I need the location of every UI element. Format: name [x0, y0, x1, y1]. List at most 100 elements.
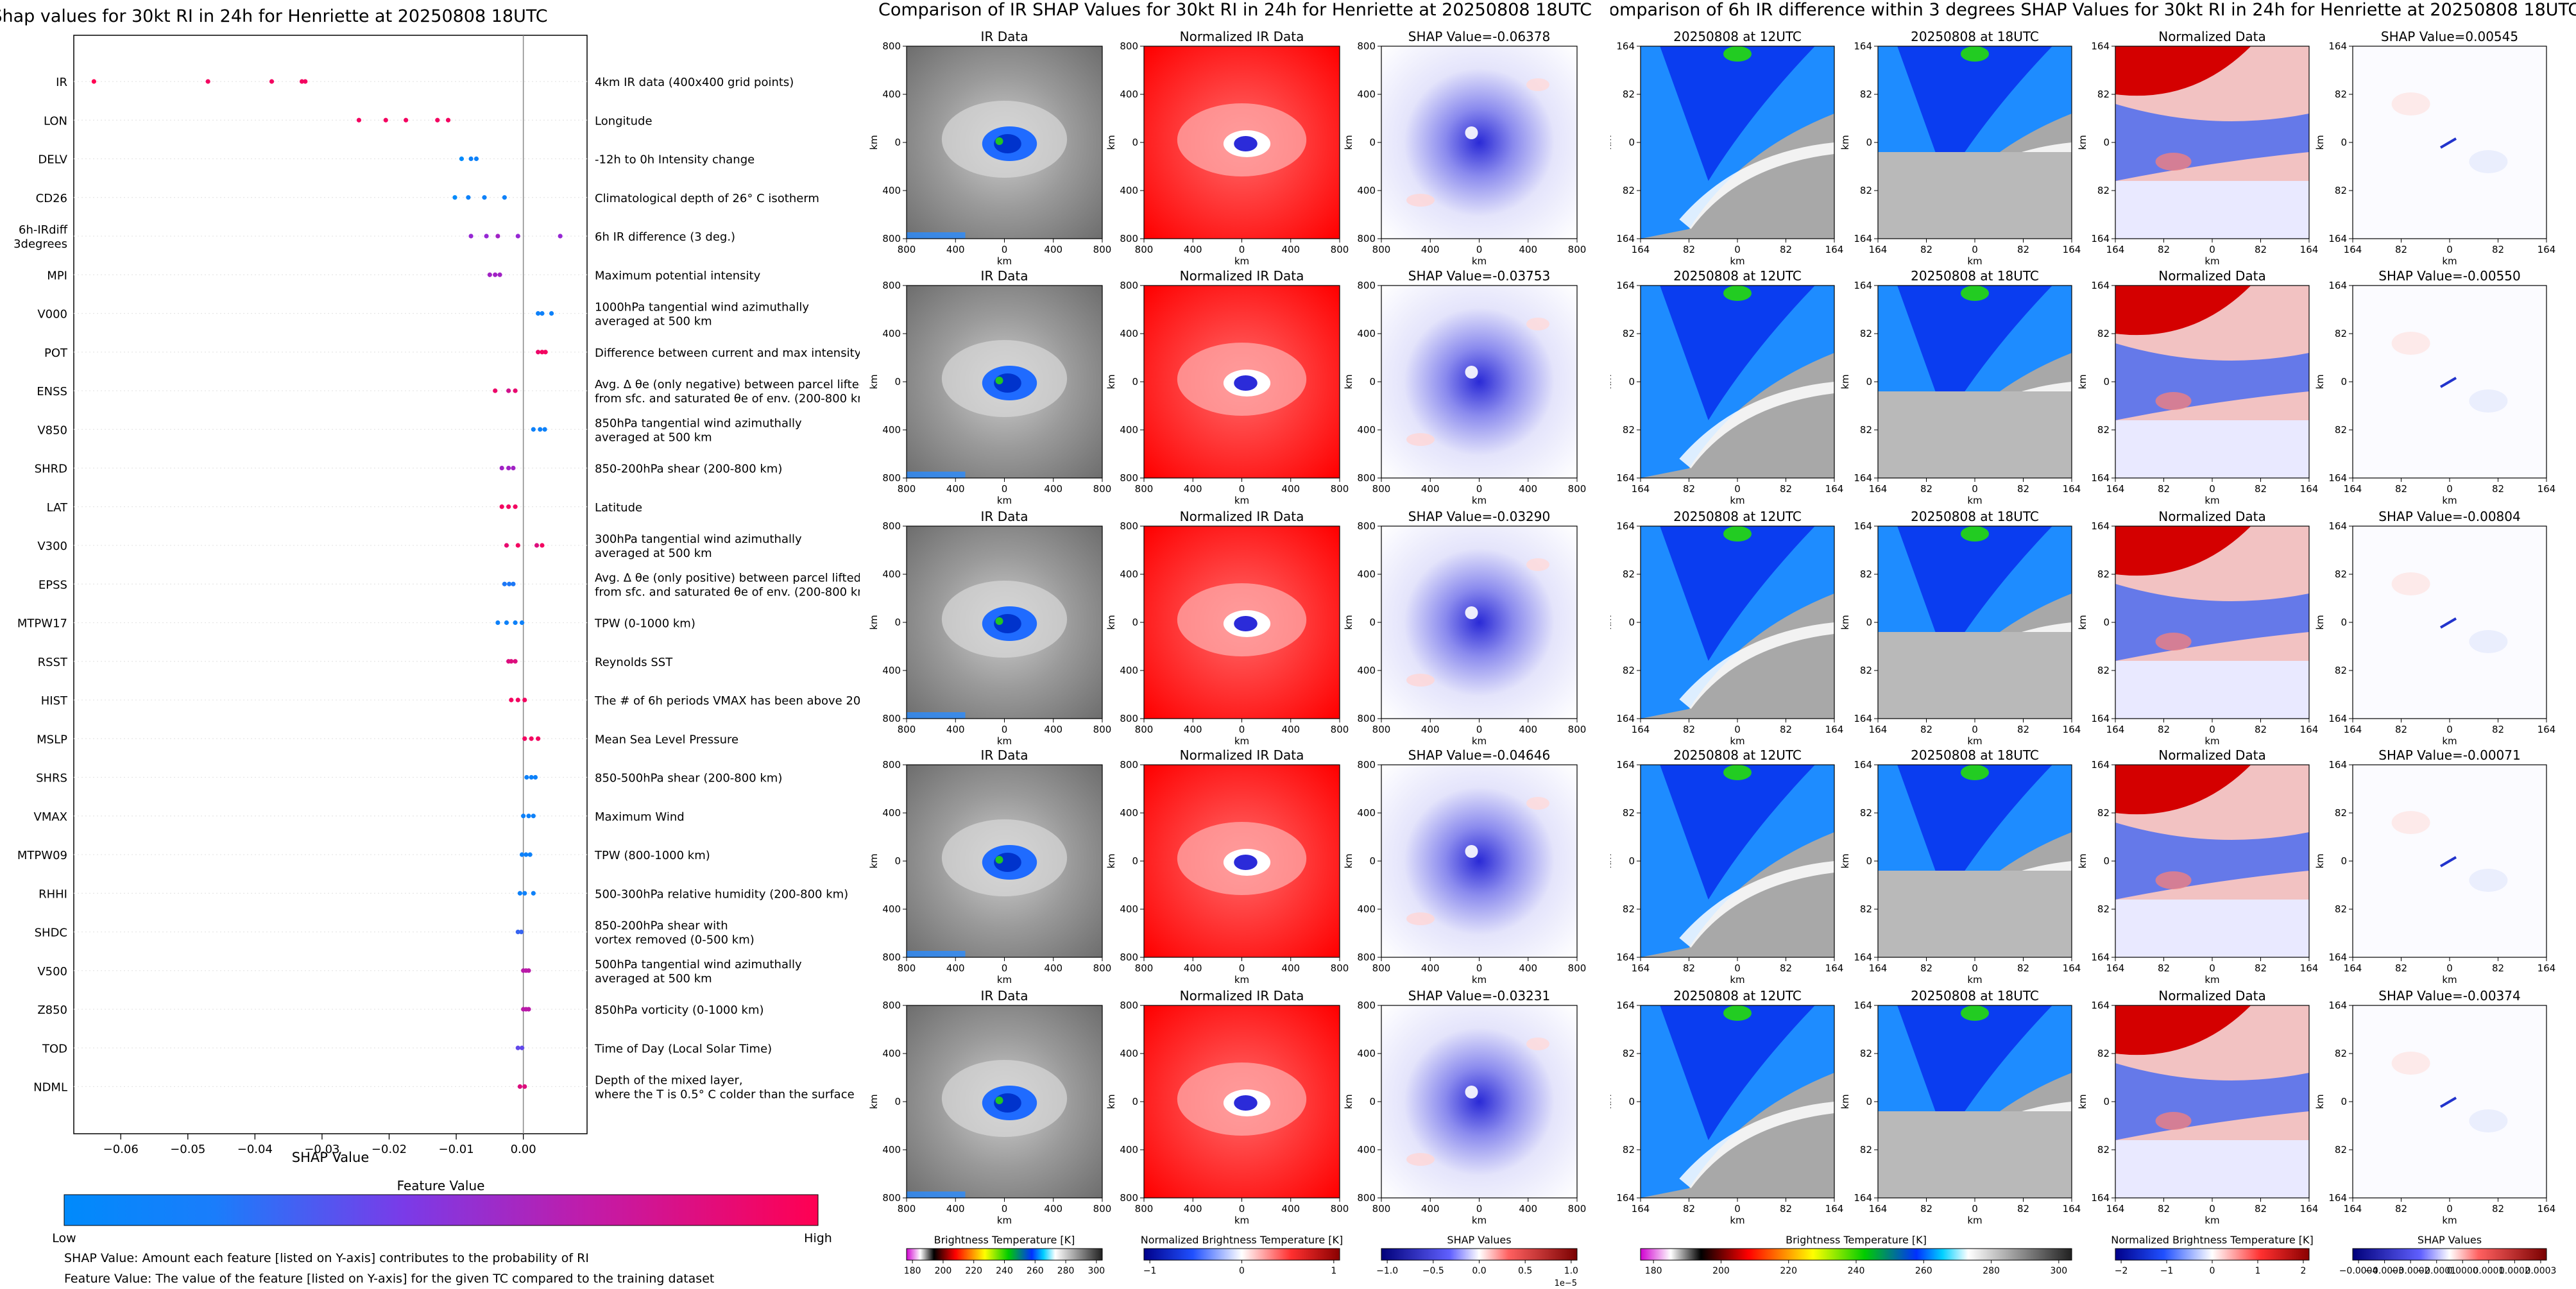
y-tick-label: 800: [882, 952, 901, 963]
y-tick-label: 82: [2097, 1144, 2110, 1156]
x-tick-label: 400: [1519, 483, 1537, 495]
x-tick-label: 164: [1632, 244, 1650, 255]
y-tick-label: 164: [1616, 713, 1635, 724]
panel-title: 20250808 at 18UTC: [1911, 747, 2039, 763]
y-tick-label: 164: [2091, 280, 2110, 291]
panel-title: 20250808 at 12UTC: [1673, 29, 1802, 44]
shap-point: [502, 581, 507, 586]
panel-title: Normalized IR Data: [1180, 747, 1304, 763]
y-tick-label: 164: [1616, 233, 1635, 244]
x-tick-label: 164: [2344, 1203, 2362, 1215]
feature-name-label: V500: [37, 965, 67, 978]
x-axis-label: km: [2442, 255, 2457, 267]
x-tick-label: 800: [1093, 724, 1112, 735]
colorbar-tick-label: −2: [2115, 1266, 2128, 1276]
y-tick-label: 82: [1623, 1048, 1635, 1059]
shap-point: [531, 427, 536, 432]
panel-title: Normalized Data: [2158, 268, 2266, 284]
y-tick-label: 82: [2335, 903, 2347, 915]
y-tick-label: 800: [1120, 952, 1138, 963]
x-tick-label: 164: [2300, 962, 2319, 974]
y-axis-label: km: [2077, 615, 2088, 629]
x-tick-label: 82: [2017, 483, 2029, 495]
x-axis-label: km: [1730, 495, 1744, 506]
y-tick-label: 0: [2103, 855, 2110, 867]
shap-point: [468, 156, 473, 162]
y-tick-label: 400: [1120, 1144, 1138, 1156]
y-tick-label: 800: [1120, 472, 1138, 484]
x-tick-label: 0.00: [511, 1143, 536, 1156]
y-axis-label: km: [1105, 374, 1117, 389]
y-tick-label: 164: [2091, 1192, 2110, 1204]
shap-point: [526, 1007, 531, 1012]
colorbar-tick-label: 1: [1331, 1266, 1336, 1276]
x-tick-label: 164: [1632, 483, 1650, 495]
feature-description-label: 4km IR data (400x400 grid points): [595, 76, 794, 89]
x-tick-label: 800: [1135, 1203, 1154, 1215]
shap-point: [303, 79, 308, 84]
y-axis-label: km: [1105, 853, 1117, 868]
x-axis-label: km: [997, 255, 1012, 267]
x-tick-label: 164: [2300, 1203, 2319, 1215]
x-tick-label: 82: [1683, 1203, 1695, 1215]
shap-point: [518, 929, 524, 935]
y-tick-label: 800: [1357, 472, 1376, 484]
colorbar-tick-label: 260: [1027, 1266, 1044, 1276]
y-tick-label: 82: [1860, 185, 1872, 196]
x-tick-label: 400: [1421, 1203, 1440, 1215]
y-tick-label: 400: [1120, 807, 1138, 819]
y-axis-label: km: [868, 853, 880, 868]
shap-point: [452, 195, 457, 200]
x-tick-label: 82: [2395, 962, 2407, 974]
x-tick-label: 164: [1632, 962, 1650, 974]
feature-description-label: 1000hPa tangential wind azimuthally avera…: [595, 301, 809, 329]
y-tick-label: 0: [1628, 137, 1635, 148]
x-tick-label: 82: [2158, 483, 2170, 495]
y-tick-label: 400: [882, 1144, 901, 1156]
x-tick-label: 800: [1093, 962, 1112, 974]
x-axis-label: km: [1234, 974, 1249, 986]
shap-summary-panel: Shap values for 30kt RI in 24h for Henri…: [0, 0, 860, 1289]
shap-point: [519, 1045, 525, 1050]
panel-title: Normalized Data: [2158, 509, 2266, 524]
x-tick-label: 800: [1093, 483, 1112, 495]
colorbar-tick-label: 1: [2255, 1266, 2261, 1276]
x-axis-label: km: [1472, 495, 1487, 506]
y-tick-label: 82: [2097, 328, 2110, 339]
x-tick-label: 82: [2158, 724, 2170, 735]
x-tick-label: 164: [2106, 1203, 2125, 1215]
y-tick-label: 82: [2335, 568, 2347, 580]
x-tick-label: 82: [2255, 724, 2267, 735]
feature-name-label: NDML: [33, 1081, 67, 1095]
y-tick-label: 0: [1866, 376, 1872, 388]
x-tick-label: 0: [1972, 244, 1978, 255]
y-tick-label: 800: [1120, 280, 1138, 291]
panel-title: IR Data: [981, 268, 1028, 284]
y-tick-label: 0: [2341, 617, 2347, 628]
shap-point: [493, 272, 498, 277]
colorbar: [1143, 1248, 1340, 1261]
y-tick-label: 164: [1854, 472, 1872, 484]
x-axis-label: km: [1730, 1215, 1744, 1226]
shap-point: [522, 697, 527, 703]
y-tick-label: 800: [1120, 233, 1138, 244]
y-axis-label: km: [1343, 1094, 1354, 1109]
y-tick-label: 800: [882, 280, 901, 291]
x-tick-label: 82: [1780, 962, 1792, 974]
x-tick-label: 400: [1519, 1203, 1537, 1215]
x-tick-label: 82: [2395, 244, 2407, 255]
panel-title: SHAP Value=-0.00804: [2378, 509, 2520, 524]
x-axis-label: km: [1967, 255, 1982, 267]
x-tick-label: 82: [1780, 244, 1792, 255]
x-tick-label: 0: [1239, 962, 1245, 974]
y-tick-label: 800: [1357, 1000, 1376, 1011]
y-tick-label: 164: [1854, 713, 1872, 724]
irdiff-shap-panel: Comparison of 6h IR difference within 3 …: [1610, 0, 2576, 1289]
y-tick-label: 82: [1860, 328, 1872, 339]
shap-point: [493, 388, 498, 393]
y-axis-label: km: [2077, 374, 2088, 389]
panel-title: SHAP Value=-0.06378: [1408, 29, 1550, 44]
feature-name-label: TOD: [42, 1042, 67, 1055]
y-tick-label: 82: [1623, 328, 1635, 339]
x-tick-label: 0: [2446, 724, 2453, 735]
